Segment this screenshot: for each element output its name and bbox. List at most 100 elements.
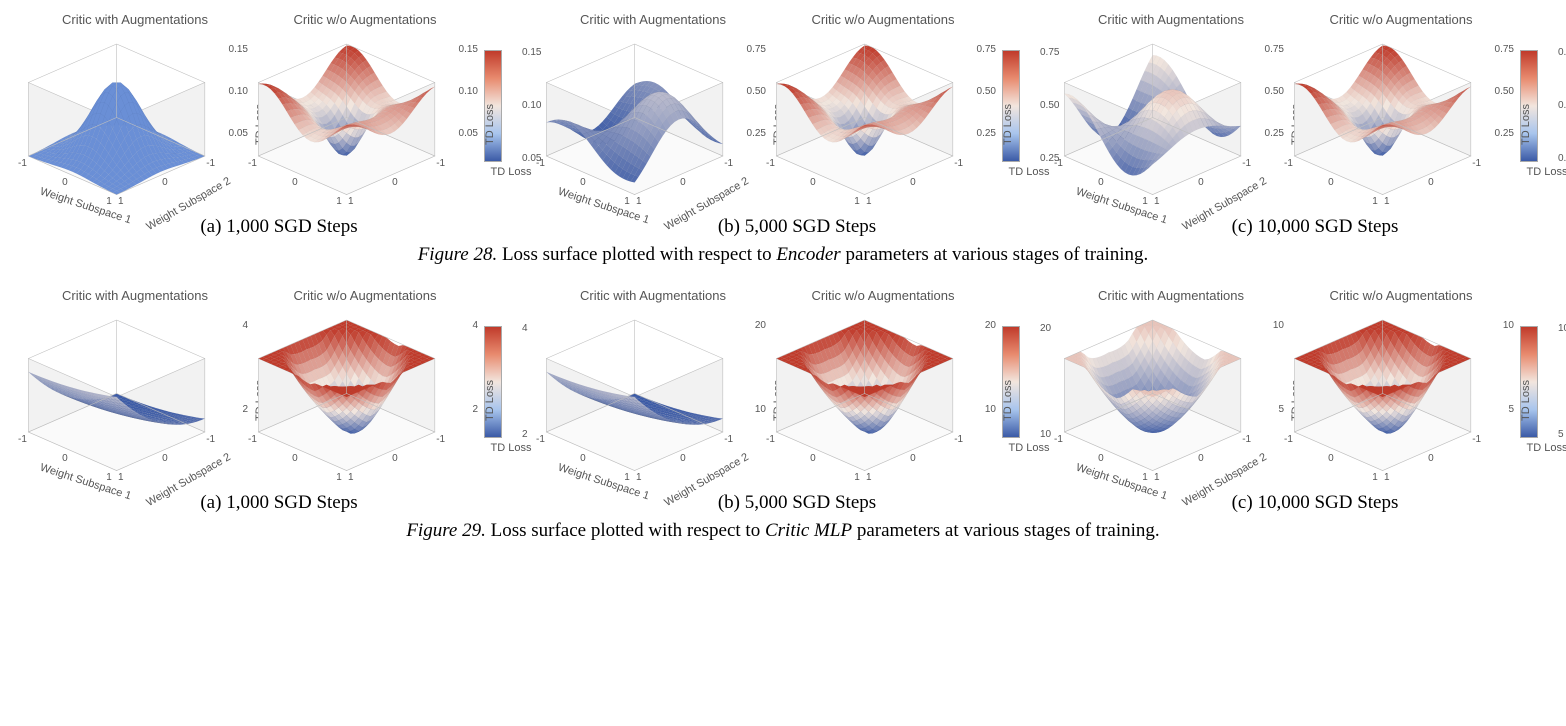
x-tick: -1 <box>536 158 545 169</box>
surface-plot: Critic w/o Augmentations0.250.500.75TD L… <box>1286 10 1516 210</box>
surface-plot: Critic w/o Augmentations510TD Loss-101-1… <box>1286 286 1516 486</box>
y-tick: -1 <box>206 158 215 169</box>
plot-pair: Critic with Augmentations0.050.100.15TD … <box>20 10 538 210</box>
x-tick: -1 <box>1054 158 1063 169</box>
z-tick: 5 <box>1278 404 1284 415</box>
z-tick: 0.05 <box>459 128 478 139</box>
z-tick: 0.15 <box>459 44 478 55</box>
plot-pair: Critic with Augmentations510TD Loss-101-… <box>1056 286 1566 486</box>
y-tick: 0 <box>1428 453 1434 464</box>
z-tick: 0.75 <box>1495 44 1514 55</box>
z-tick: 0.25 <box>1495 128 1514 139</box>
y-tick: 0 <box>910 177 916 188</box>
x-tick: -1 <box>766 434 775 445</box>
x-tick: 0 <box>810 177 816 188</box>
x-tick: 0 <box>1098 177 1104 188</box>
y-tick: 1 <box>1384 472 1390 483</box>
y-tick: -1 <box>724 158 733 169</box>
surface-plot: Critic with Augmentations1020TD Loss-101… <box>538 286 768 486</box>
plot-title: Critic with Augmentations <box>538 12 768 27</box>
surface-plot: Critic with Augmentations0.250.500.75TD … <box>1056 10 1286 210</box>
x-tick: -1 <box>1284 434 1293 445</box>
y-tick: -1 <box>1242 434 1251 445</box>
panel-group: Critic with Augmentations0.250.500.75TD … <box>538 10 1056 238</box>
z-tick: 4 <box>472 320 478 331</box>
y-tick: 1 <box>636 472 642 483</box>
colorbar-label: TD Loss <box>491 442 532 454</box>
x-tick: 0 <box>1098 453 1104 464</box>
surface-plot: Critic w/o Augmentations0.050.100.15TD L… <box>250 10 480 210</box>
surface-plot: Critic w/o Augmentations0.250.500.75TD L… <box>768 10 998 210</box>
z-tick: 2 <box>472 404 478 415</box>
z-axis-label: TD Loss <box>484 380 496 421</box>
panel-group: Critic with Augmentations 0.25 0.50 0.75 TD … <box>1056 10 1566 238</box>
x-tick: 0 <box>1328 177 1334 188</box>
x-tick: -1 <box>18 158 27 169</box>
x-tick: 0 <box>292 177 298 188</box>
plot-title: Critic with Augmentations <box>1056 12 1286 27</box>
z-tick: 0.75 <box>977 44 996 55</box>
figure-number: Figure 29. <box>406 520 486 541</box>
y-tick: 1 <box>1154 196 1160 207</box>
y-tick: -1 <box>206 434 215 445</box>
y-tick: 0 <box>392 177 398 188</box>
surface-plot: Critic with Augmentations510TD Loss-101-… <box>1056 286 1286 486</box>
y-tick: 0 <box>392 453 398 464</box>
z-tick: 0.10 <box>459 86 478 97</box>
caption-text: parameters at various stages of training… <box>852 520 1160 541</box>
y-tick: -1 <box>1472 158 1481 169</box>
colorbar-tick: 2 <box>522 429 528 440</box>
plot-title: Critic with Augmentations <box>20 288 250 303</box>
caption-emph: Critic MLP <box>765 520 852 541</box>
plot-title: Critic w/o Augmentations <box>768 288 998 303</box>
x-tick: 1 <box>1372 472 1378 483</box>
x-tick: -1 <box>766 158 775 169</box>
z-tick: 0.25 <box>747 128 766 139</box>
z-tick: 4 <box>242 320 248 331</box>
x-tick: -1 <box>248 434 257 445</box>
colorbar-label: TD Loss <box>1009 442 1050 454</box>
z-tick: 10 <box>1503 320 1514 331</box>
x-tick: 1 <box>854 196 860 207</box>
y-tick: 1 <box>1154 472 1160 483</box>
y-tick: -1 <box>1242 158 1251 169</box>
colorbar-tick: 10 <box>1040 429 1051 440</box>
y-tick: -1 <box>724 434 733 445</box>
y-tick: -1 <box>954 434 963 445</box>
x-tick: 0 <box>810 453 816 464</box>
y-tick: 0 <box>1198 177 1204 188</box>
x-tick: 1 <box>336 196 342 207</box>
y-tick: 0 <box>162 453 168 464</box>
z-tick: 0.50 <box>977 86 996 97</box>
z-tick: 20 <box>755 320 766 331</box>
figure-caption: Figure 28. Loss surface plotted with res… <box>20 244 1546 266</box>
colorbar-tick: 20 <box>1040 323 1051 334</box>
y-tick: 1 <box>348 196 354 207</box>
z-tick: 0.05 <box>229 128 248 139</box>
z-tick: 0.50 <box>1265 86 1284 97</box>
y-tick: 0 <box>1198 453 1204 464</box>
z-axis-label: TD Loss <box>1520 104 1532 145</box>
subcaption: (b) 5,000 SGD Steps <box>718 216 876 238</box>
x-tick: 0 <box>62 453 68 464</box>
colorbar-tick: 10 <box>1558 323 1566 334</box>
z-tick: 0.50 <box>1495 86 1514 97</box>
subcaption: (c) 10,000 SGD Steps <box>1232 216 1399 238</box>
x-tick: 0 <box>1328 453 1334 464</box>
panel-group: Critic with Augmentations0.050.100.15TD … <box>20 10 538 238</box>
x-tick: 0 <box>580 177 586 188</box>
plot-pair: Critic with Augmentations 0.25 0.50 0.75 TD … <box>1056 10 1566 210</box>
plot-title: Critic w/o Augmentations <box>1286 288 1516 303</box>
colorbar-tick: 0.75 <box>1558 47 1566 58</box>
surface-plot: Critic w/o Augmentations24TD Loss-101-10… <box>250 286 480 486</box>
y-tick: 0 <box>1428 177 1434 188</box>
panel-group: Critic with Augmentations1020TD Loss-101… <box>538 286 1056 514</box>
y-tick: 1 <box>118 472 124 483</box>
surface-plot: Critic with Augmentations0.050.100.15TD … <box>20 10 250 210</box>
subcaption: (b) 5,000 SGD Steps <box>718 492 876 514</box>
y-tick: 0 <box>680 177 686 188</box>
figure-number: Figure 28. <box>418 244 498 265</box>
surface-plot: Critic with Augmentations0.250.500.75TD … <box>538 10 768 210</box>
y-tick: 0 <box>162 177 168 188</box>
z-tick: 0.75 <box>747 44 766 55</box>
